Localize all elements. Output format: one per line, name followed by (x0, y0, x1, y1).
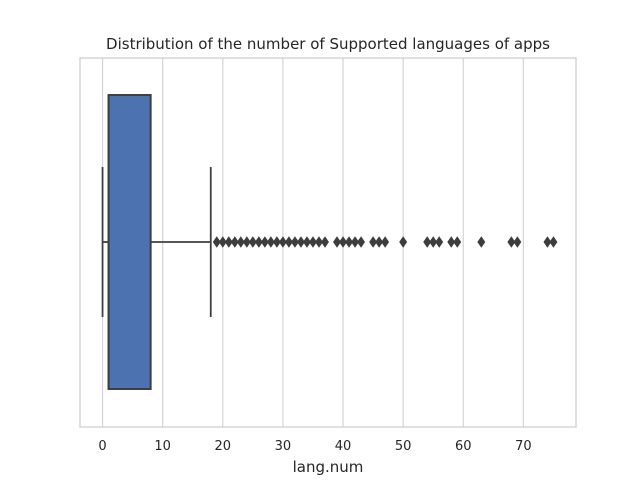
x-tick-label: 70 (515, 439, 532, 454)
outlier-point (212, 236, 221, 248)
outlier-point (254, 236, 263, 248)
outlier-point (224, 236, 233, 248)
chart-title: Distribution of the number of Supported … (106, 35, 550, 53)
outlier-point (375, 236, 384, 248)
outlier-point (513, 236, 522, 248)
outlier-point (399, 236, 408, 248)
outlier-point (357, 236, 366, 248)
outlier-point (549, 236, 558, 248)
outlier-point (260, 236, 269, 248)
x-tick-label: 30 (275, 439, 292, 454)
outlier-point (278, 236, 287, 248)
x-axis-label: lang.num (293, 458, 364, 476)
outlier-point (290, 236, 299, 248)
x-tick-label: 0 (98, 439, 106, 454)
outlier-point (423, 236, 432, 248)
outlier-point (507, 236, 516, 248)
x-tick-label: 40 (335, 439, 352, 454)
outlier-point (272, 236, 281, 248)
outlier-point (435, 236, 444, 248)
outlier-point (309, 236, 317, 248)
outliers (212, 236, 558, 248)
outlier-point (302, 236, 311, 248)
outlier-point (236, 236, 245, 248)
x-tick-label: 50 (395, 439, 412, 454)
outlier-point (429, 236, 438, 248)
outlier-point (339, 236, 347, 248)
x-axis-ticks: 0 10 20 30 40 50 60 70 (98, 439, 531, 454)
box-elements (101, 94, 212, 390)
outlier-point (453, 236, 462, 248)
outlier-point (381, 236, 390, 248)
iqr-box (107, 94, 152, 390)
outlier-point (345, 236, 354, 248)
outlier-point (543, 236, 552, 248)
plot-frame (79, 57, 577, 428)
outlier-point (248, 236, 257, 248)
outlier-point (218, 236, 227, 248)
outlier-point (321, 236, 329, 248)
outlier-point (477, 236, 486, 248)
outlier-point (333, 236, 341, 248)
x-tick-label: 60 (455, 439, 472, 454)
outlier-point (230, 236, 239, 248)
outlier-point (296, 236, 305, 248)
x-tick-label: 20 (215, 439, 232, 454)
outlier-point (284, 236, 293, 248)
outlier-point (351, 236, 360, 248)
outlier-point (242, 236, 251, 248)
outlier-point (266, 236, 275, 248)
outlier-point (447, 236, 456, 248)
outlier-point (369, 236, 378, 248)
outlier-point (315, 236, 323, 248)
x-tick-label: 10 (154, 439, 171, 454)
